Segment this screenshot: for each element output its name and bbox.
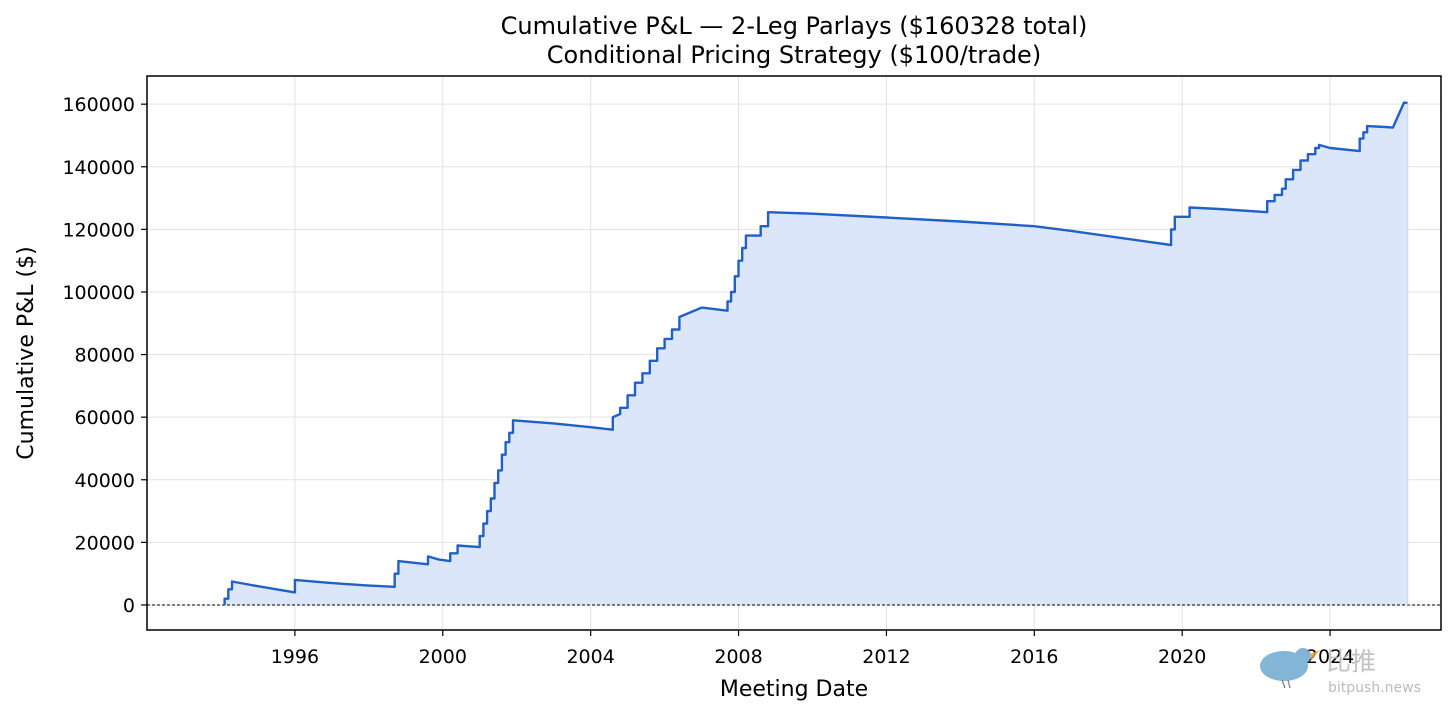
x-tick-label: 2008 xyxy=(714,646,762,668)
x-tick-label: 1996 xyxy=(271,646,319,668)
y-tick-label: 160000 xyxy=(62,94,135,116)
x-tick-label: 2016 xyxy=(1010,646,1058,668)
x-tick-label: 2012 xyxy=(862,646,910,668)
x-tick-label: 2004 xyxy=(566,646,614,668)
plot-frame xyxy=(146,75,1442,631)
chart-subtitle: Conditional Pricing Strategy ($100/trade… xyxy=(547,41,1041,69)
y-axis-label: Cumulative P&L ($) xyxy=(14,246,39,459)
x-axis: 1996 2000 2004 2008 2012 2016 2020 2024 xyxy=(271,630,1354,668)
series-line xyxy=(223,101,1408,605)
watermark: 比推 bitpush.news xyxy=(1260,647,1421,696)
y-tick-label: 20000 xyxy=(75,532,135,554)
y-tick-label: 40000 xyxy=(75,470,135,492)
watermark-brand: 比推 xyxy=(1326,647,1376,676)
y-tick-label: 100000 xyxy=(62,282,135,304)
x-tick-label: 2020 xyxy=(1158,646,1206,668)
y-axis: 0 20000 40000 60000 80000 100000 120000 140000 1… xyxy=(62,94,147,617)
y-tick-label: 80000 xyxy=(75,345,135,367)
y-tick-label: 140000 xyxy=(62,157,135,179)
y-tick-label: 120000 xyxy=(62,219,135,241)
y-tick-label: 0 xyxy=(123,595,135,617)
bird-logo-icon xyxy=(1260,648,1320,689)
watermark-site: bitpush.news xyxy=(1328,680,1421,696)
x-axis-label: Meeting Date xyxy=(720,677,868,702)
area-fill xyxy=(224,102,1408,605)
chart-title: Cumulative P&L — 2-Leg Parlays ($160328 … xyxy=(501,12,1088,40)
x-tick-label: 2000 xyxy=(419,646,467,668)
y-tick-label: 60000 xyxy=(75,407,135,429)
